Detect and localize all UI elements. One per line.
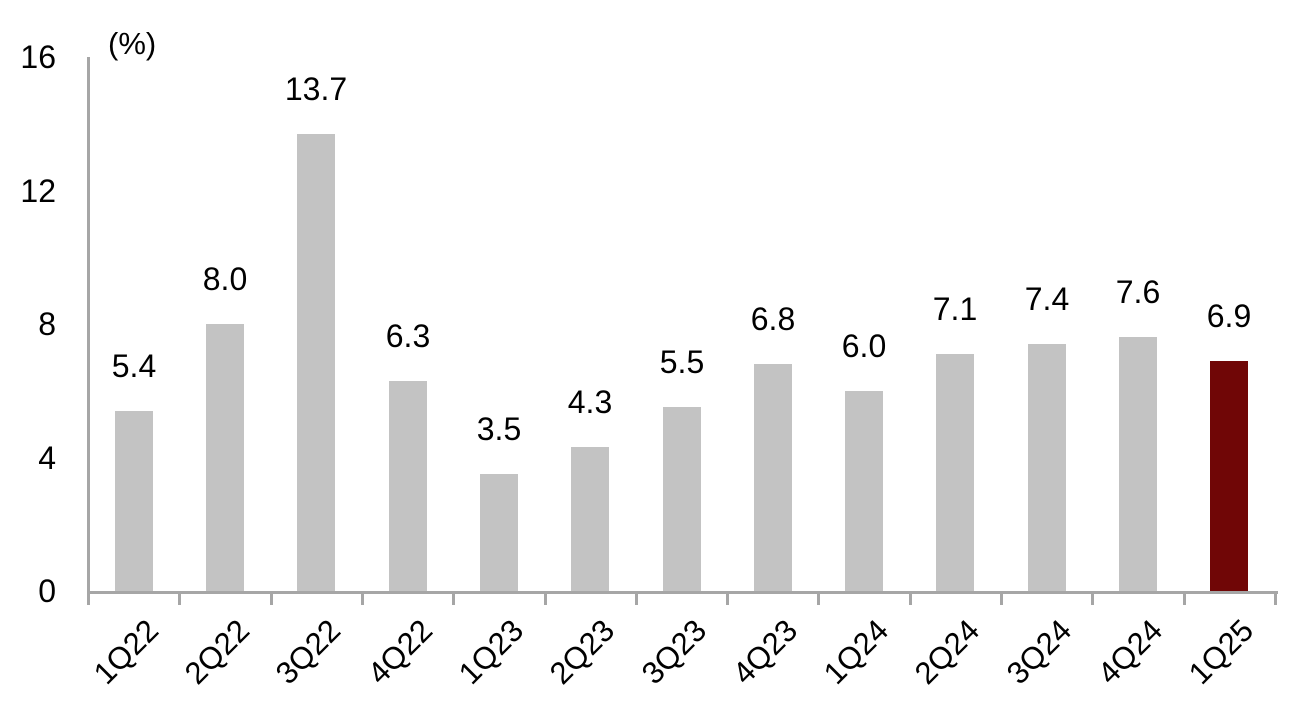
bar-value-label: 5.5 [659, 344, 705, 380]
bar-value-label: 6.8 [750, 301, 796, 337]
bar [206, 324, 244, 591]
bar-value-label: 13.7 [284, 71, 348, 107]
x-axis-tick-mark [1274, 591, 1277, 605]
x-axis-category-label: 2Q22 [177, 612, 257, 691]
bar-value-label: 7.4 [1024, 281, 1070, 317]
bar-value-label: 4.3 [567, 384, 613, 420]
bar-value-label: 6.9 [1206, 298, 1252, 334]
x-axis-tick-mark [270, 591, 273, 605]
y-axis-tick-label: 8 [38, 306, 56, 342]
x-axis-category-label: 1Q25 [1181, 612, 1261, 691]
bar [1210, 361, 1248, 591]
bar-value-label: 6.3 [385, 318, 431, 354]
bar-value-label: 7.6 [1115, 274, 1161, 310]
bar [571, 447, 609, 591]
x-axis-tick-mark [544, 591, 547, 605]
bar [115, 411, 153, 591]
x-axis-category-label: 4Q22 [360, 612, 440, 691]
bar [1119, 337, 1157, 591]
x-axis-category-label: 1Q24 [816, 612, 896, 691]
bar-value-label: 7.1 [932, 291, 978, 327]
x-axis-tick-mark [817, 591, 820, 605]
y-axis-tick-label: 16 [20, 39, 56, 75]
x-axis-tick-mark [635, 591, 638, 605]
y-axis-unit-label: (%) [108, 26, 157, 61]
x-axis-tick-mark [1000, 591, 1003, 605]
x-axis-category-label: 2Q23 [542, 612, 622, 691]
x-axis-tick-mark [87, 591, 90, 605]
bar-value-label: 6.0 [841, 328, 887, 364]
y-axis-tick-label: 12 [20, 172, 56, 209]
bar [936, 354, 974, 591]
bar [389, 381, 427, 591]
x-axis-tick-mark [361, 591, 364, 605]
bar [663, 407, 701, 591]
y-axis-tick-label: 4 [38, 439, 56, 476]
x-axis-tick-mark [726, 591, 729, 605]
x-axis-tick-mark [178, 591, 181, 605]
x-axis-category-label: 1Q22 [86, 612, 166, 691]
x-axis-tick-mark [452, 591, 455, 605]
bar-value-label: 3.5 [476, 411, 522, 447]
bar [845, 391, 883, 591]
bar [297, 134, 335, 591]
x-axis-category-label: 3Q22 [268, 612, 348, 691]
y-axis-tick-label: 0 [38, 573, 56, 609]
x-axis-tick-mark [909, 591, 912, 605]
x-axis-category-label: 4Q23 [725, 612, 805, 691]
bar [1028, 344, 1066, 591]
x-axis-category-label: 3Q23 [634, 612, 714, 691]
x-axis-line [87, 591, 1278, 594]
y-axis-line [87, 57, 90, 594]
bar-value-label: 8.0 [202, 261, 248, 297]
x-axis-category-label: 1Q23 [451, 612, 531, 691]
x-axis-category-label: 4Q24 [1090, 612, 1170, 691]
x-axis-tick-mark [1183, 591, 1186, 605]
bar-value-label: 5.4 [111, 348, 157, 384]
x-axis-category-label: 2Q24 [907, 612, 987, 691]
x-axis-tick-mark [1091, 591, 1094, 605]
x-axis-category-label: 3Q24 [999, 612, 1079, 691]
bar [754, 364, 792, 591]
bar [480, 474, 518, 591]
